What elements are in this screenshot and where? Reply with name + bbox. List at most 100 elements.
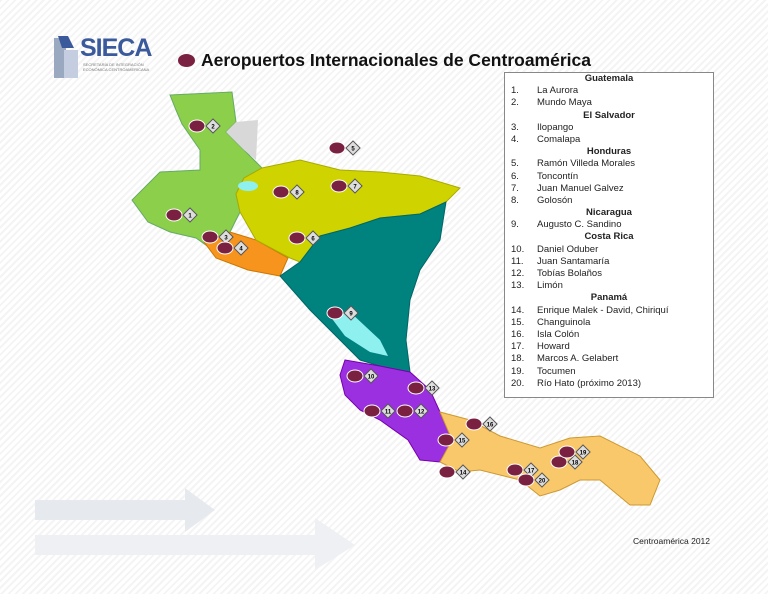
marker-diamond (343, 305, 359, 321)
legend-airport-item: 9. Augusto C. Sandino (505, 219, 713, 231)
airport-marker[interactable]: 16 (465, 416, 498, 432)
airplane-icon (216, 241, 234, 255)
airport-number: 13. (511, 280, 525, 292)
airplane-icon (465, 417, 483, 431)
airport-number: 11. (511, 255, 524, 267)
logo-subtitle: SECRETARÍA DE INTEGRACIÓN ECONÓMICA CENT… (83, 62, 150, 72)
marker-diamond (347, 178, 363, 194)
legend-airport-item: 10. Daniel Oduber (505, 244, 713, 256)
airport-name: Toncontín (537, 170, 579, 182)
marker-diamond (305, 230, 321, 246)
region-nicaragua (279, 201, 447, 373)
airport-name: Ilopango (537, 121, 574, 133)
airport-marker[interactable]: 7 (330, 178, 363, 194)
marker-diamond (413, 403, 429, 419)
legend-airport-item: 17. Howard (505, 341, 713, 353)
legend-country-heading: El Salvador (583, 109, 635, 121)
legend-airport-item: 8. Golosón (505, 195, 713, 207)
airplane-icon (201, 230, 219, 244)
airport-number: 1. (511, 85, 519, 97)
legend-country-heading: Costa Rica (584, 231, 634, 243)
marker-diamond (380, 403, 396, 419)
legend-airport-item: 15. Changuinola (505, 317, 713, 329)
airport-number: 2. (511, 97, 519, 109)
marker-number: 18 (572, 461, 579, 467)
airport-marker[interactable]: 3 (201, 229, 234, 245)
marker-number: 20 (539, 479, 546, 485)
airport-name: Río Hato (próximo 2013) (537, 377, 642, 389)
airport-marker[interactable]: 6 (288, 230, 321, 246)
airport-number: 7. (511, 182, 519, 194)
airport-marker[interactable]: 9 (326, 305, 359, 321)
logo-mark-icon (54, 36, 78, 78)
airport-marker[interactable]: 8 (272, 184, 305, 200)
airplane-icon (437, 433, 455, 447)
legend-country-heading: Nicaragua (586, 207, 632, 219)
marker-number: 3 (224, 236, 228, 242)
airport-legend: Guatemala 1. La Aurora 2. Mundo Maya El Salva… (504, 72, 714, 398)
legend-airport-item: 20. Río Hato (próximo 2013) (505, 378, 713, 390)
airport-number: 10. (511, 243, 525, 255)
airport-marker[interactable]: 20 (517, 472, 550, 488)
airport-marker[interactable]: 14 (438, 464, 471, 480)
marker-diamond (233, 240, 249, 256)
airport-name: Changuinola (537, 316, 591, 328)
airport-name: Augusto C. Sandino (537, 219, 622, 231)
footer-text: Centroamérica 2012 (633, 536, 711, 546)
airplane-icon (396, 404, 414, 418)
airport-name: Howard (537, 341, 570, 353)
marker-number: 17 (528, 469, 535, 475)
marker-diamond (424, 380, 440, 396)
marker-diamond (567, 454, 583, 470)
airport-name: Isla Colón (537, 328, 580, 340)
marker-diamond (534, 472, 550, 488)
airport-marker[interactable]: 4 (216, 240, 249, 256)
airplane-icon (517, 473, 535, 487)
airport-name: Tobías Bolaños (537, 268, 602, 279)
airport-marker[interactable]: 15 (437, 432, 470, 448)
airport-marker[interactable]: 13 (407, 380, 440, 396)
airport-number: 14. (511, 304, 525, 316)
airplane-icon (272, 185, 290, 199)
airport-marker[interactable]: 18 (550, 454, 583, 470)
marker-number: 7 (353, 185, 357, 191)
airport-marker[interactable]: 19 (558, 444, 591, 460)
airplane-icon (165, 208, 183, 222)
airport-marker[interactable]: 10 (346, 368, 379, 384)
marker-number: 12 (418, 410, 425, 416)
airport-name: Mundo Maya (537, 97, 592, 109)
airport-marker[interactable]: 2 (188, 118, 221, 134)
airport-marker[interactable]: 12 (396, 403, 429, 419)
airport-name: La Aurora (537, 85, 579, 97)
legend-airport-item: 13. Limón (505, 280, 713, 292)
airport-marker[interactable]: 5 (328, 140, 361, 156)
region-belize (226, 120, 258, 160)
marker-diamond (205, 118, 221, 134)
airport-number: 15. (511, 316, 525, 328)
airport-marker[interactable]: 17 (506, 462, 539, 478)
airport-marker[interactable]: 1 (165, 207, 198, 223)
legend-airport-item: 3. Ilopango (505, 122, 713, 134)
marker-diamond (455, 464, 471, 480)
lake-peten (238, 181, 258, 191)
legend-airport-item: 18. Marcos A. Gelabert (505, 353, 713, 365)
marker-diamond (363, 368, 379, 384)
airport-number: 9. (511, 219, 519, 231)
legend-airport-item: 11. Juan Santamaría (505, 256, 713, 268)
airport-marker[interactable]: 11 (363, 403, 396, 419)
legend-country-heading: Panamá (590, 292, 628, 304)
marker-diamond (482, 416, 498, 432)
airport-name: Marcos A. Gelabert (537, 353, 619, 365)
airport-name: Golosón (537, 194, 573, 206)
marker-number: 15 (459, 439, 466, 445)
marker-number: 4 (239, 247, 243, 253)
legend-airport-item: 12. Tobías Bolaños (505, 268, 713, 280)
airport-number: 12. (511, 268, 525, 279)
airport-number: 16. (511, 328, 525, 340)
airplane-icon (188, 119, 206, 133)
marker-number: 6 (311, 237, 315, 243)
region-costa-rica (339, 359, 453, 463)
airplane-icon (326, 306, 344, 320)
legend-country-heading: Guatemala (584, 73, 634, 84)
